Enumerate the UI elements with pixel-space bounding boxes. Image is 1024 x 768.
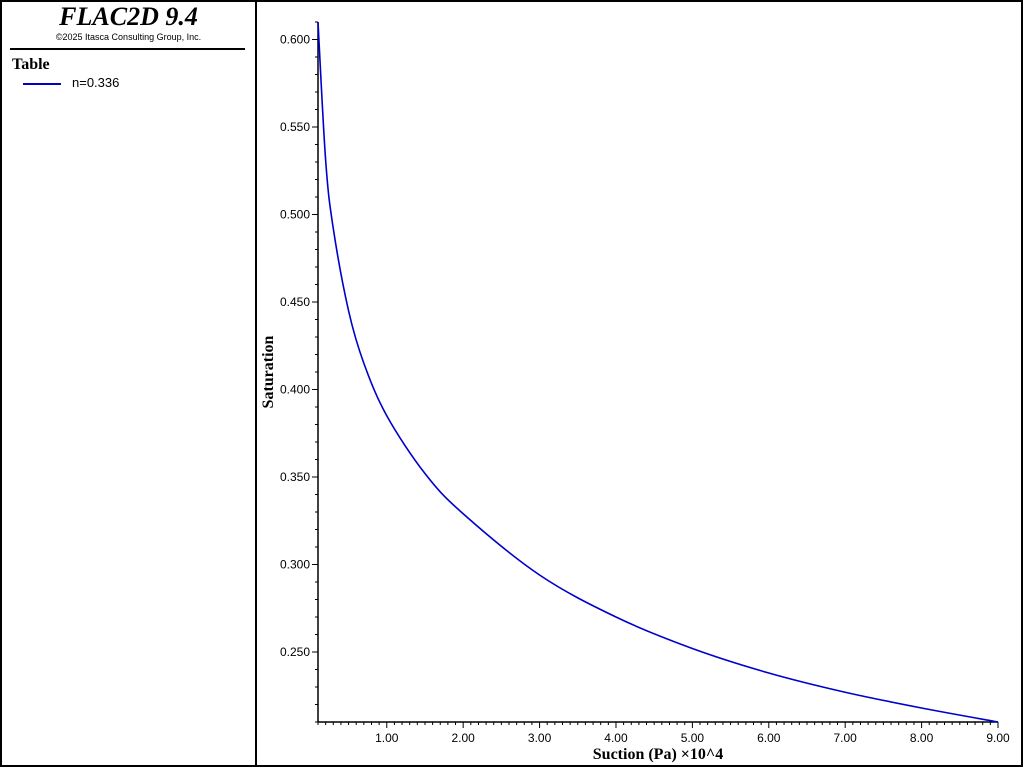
x-tick-label: 4.00	[604, 731, 628, 745]
x-tick-label: 5.00	[681, 731, 705, 745]
y-axis-label: Saturation	[260, 335, 277, 408]
x-tick-label: 1.00	[375, 731, 399, 745]
x-axis-label: Suction (Pa) ×10^4	[593, 746, 723, 763]
y-tick-label: 0.350	[280, 470, 310, 484]
chart-ticks: 1.00 2.00 3.00 4.00 5.00 6.00 7.00 8.00 9.00 0.25…	[280, 21, 1010, 745]
x-tick-label: 3.00	[528, 731, 552, 745]
x-tick-label: 7.00	[834, 731, 858, 745]
x-tick-label: 6.00	[757, 731, 781, 745]
y-tick-label: 0.400	[280, 383, 310, 397]
y-tick-label: 0.300	[280, 558, 310, 572]
legend-heading: Table	[12, 56, 50, 73]
series-line-n-0336	[317, 21, 999, 723]
x-tick-label: 9.00	[986, 731, 1010, 745]
x-tick-label: 2.00	[451, 731, 475, 745]
chart-axes	[317, 22, 998, 723]
y-tick-label: 0.450	[280, 295, 310, 309]
y-tick-label: 0.550	[280, 120, 310, 134]
y-tick-label: 0.600	[280, 33, 310, 47]
y-tick-label: 0.250	[280, 645, 310, 659]
chart-series	[317, 21, 999, 723]
legend-entry-label: n=0.336	[72, 75, 120, 90]
y-tick-label: 0.500	[280, 208, 310, 222]
copyright-text: ©2025 Itasca Consulting Group, Inc.	[55, 32, 202, 42]
app-title: FLAC2D 9.4	[59, 2, 198, 31]
x-tick-label: 8.00	[910, 731, 934, 745]
